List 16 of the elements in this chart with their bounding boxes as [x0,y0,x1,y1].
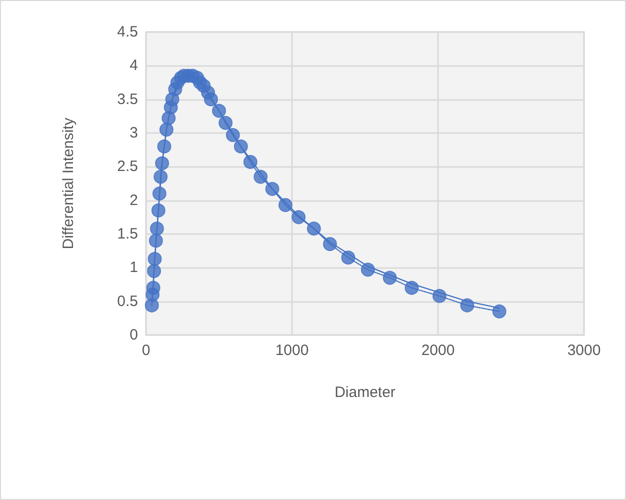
x-axis-title: Diameter [334,384,396,401]
y-tick-label: 2 [130,192,138,209]
y-tick-label: 4.5 [117,24,138,40]
y-tick-label: 4 [130,57,138,74]
y-tick-label: 0 [130,326,138,344]
y-tick-label: 0.5 [117,292,138,310]
x-tick-label: 3000 [567,342,601,359]
x-tick-label: 2000 [421,342,455,359]
x-tick-label: 1000 [275,342,309,359]
y-tick-label: 2.5 [117,158,138,176]
x-tick-label: 0 [142,342,150,359]
y-axis-title: Differential Intensity [60,117,77,250]
y-tick-label: 3.5 [117,90,138,108]
y-tick-label: 1 [130,259,138,276]
y-tick-label: 3 [130,124,138,142]
y-tick-label: 1.5 [117,226,138,242]
